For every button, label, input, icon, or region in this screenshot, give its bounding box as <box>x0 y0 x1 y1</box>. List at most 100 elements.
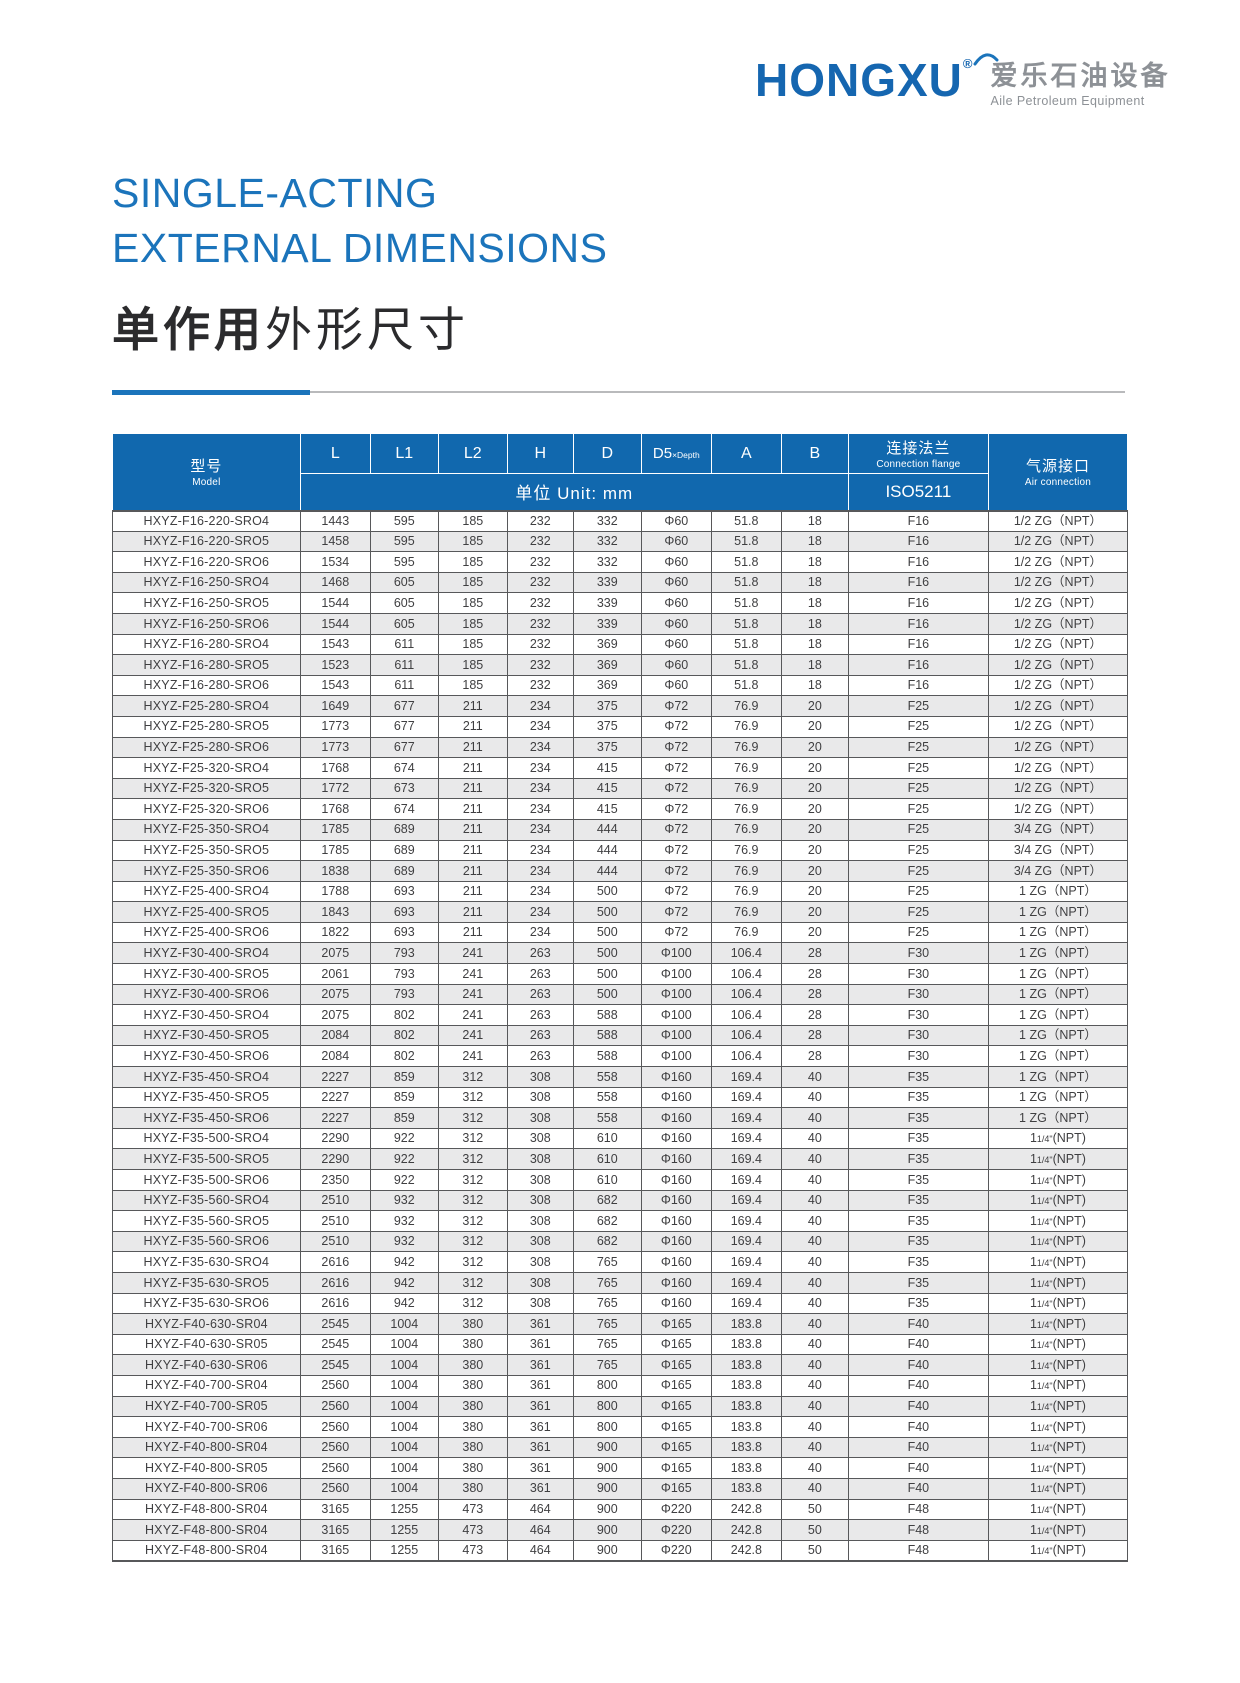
table-cell: F35 <box>847 1086 989 1109</box>
table-cell: 339 <box>572 571 642 594</box>
table-cell: 308 <box>506 1292 574 1315</box>
table-cell: 1 ZG（NPT） <box>987 942 1129 965</box>
table-cell: 500 <box>572 983 642 1006</box>
table-cell: 595 <box>369 509 439 532</box>
table-cell: 312 <box>437 1169 508 1191</box>
table-cell: 611 <box>369 633 439 656</box>
model-cell: HXYZ-F30-400-SRO5 <box>112 963 301 985</box>
table-row: HXYZ-F35-450-SRO5 2227 859 312 308 558 Φ160 169… <box>112 1086 1129 1109</box>
column-header-d: D <box>572 433 642 474</box>
table-row: HXYZ-F16-250-SRO6 1544 605 185 232 339 Φ60 51.8… <box>112 612 1129 635</box>
title-line1: SINGLE-ACTING <box>112 170 438 216</box>
fraction-text: 1/4" <box>1036 1360 1053 1371</box>
table-cell: 20 <box>780 695 849 717</box>
table-cell: 610 <box>572 1127 642 1150</box>
table-cell: 28 <box>780 963 849 985</box>
table-cell: 308 <box>506 1230 574 1253</box>
model-cell: HXYZ-F40-630-SR05 <box>112 1333 301 1356</box>
table-row: HXYZ-F35-450-SRO6 2227 859 312 308 558 Φ160 169… <box>112 1107 1129 1129</box>
column-header-l1: L1 <box>369 433 439 474</box>
table-cell: 40 <box>780 1292 849 1315</box>
table-row: HXYZ-F16-220-SRO6 1534 595 185 232 332 Φ60 51.8… <box>112 551 1129 573</box>
table-cell: 1543 <box>299 674 371 697</box>
table-cell: 361 <box>506 1477 574 1500</box>
table-cell: 1772 <box>299 777 371 800</box>
column-header-model: 型号 Model <box>112 433 301 511</box>
table-cell: Φ160 <box>640 1230 712 1253</box>
model-cell: HXYZ-F30-400-SRO4 <box>112 942 301 965</box>
table-cell: 677 <box>369 736 439 759</box>
table-cell: Φ220 <box>640 1519 712 1541</box>
table-cell: 588 <box>572 1024 642 1047</box>
logo-subtitle: 爱乐石油设备 Aile Petroleum Equipment <box>991 56 1171 107</box>
table-cell: 28 <box>780 983 849 1006</box>
table-cell: 40 <box>780 1271 849 1294</box>
table-cell: 339 <box>572 612 642 635</box>
table-cell: 473 <box>437 1519 508 1541</box>
table-cell: 11/4"(NPT) <box>987 1230 1129 1253</box>
table-cell: F25 <box>847 695 989 717</box>
model-cell: HXYZ-F48-800-SR04 <box>112 1539 301 1562</box>
table-cell: Φ100 <box>640 942 712 965</box>
table-cell: 308 <box>506 1189 574 1212</box>
table-cell: 2227 <box>299 1107 371 1129</box>
model-cell: HXYZ-F25-320-SRO4 <box>112 757 301 779</box>
table-cell: 922 <box>369 1148 439 1170</box>
table-cell: Φ160 <box>640 1107 712 1129</box>
table-cell: 106.4 <box>710 983 782 1006</box>
table-cell: Φ165 <box>640 1354 712 1376</box>
divider-blue-accent <box>112 390 310 396</box>
table-cell: 232 <box>506 530 574 553</box>
table-cell: 185 <box>437 571 508 594</box>
table-cell: 308 <box>506 1127 574 1150</box>
table-cell: 51.8 <box>710 654 782 676</box>
table-cell: 263 <box>506 1045 574 1068</box>
table-cell: 76.9 <box>710 757 782 779</box>
table-cell: 11/4"(NPT) <box>987 1271 1129 1294</box>
table-cell: 241 <box>437 942 508 965</box>
title-cn-rest: 外形尺寸 <box>265 303 469 357</box>
table-cell: 169.4 <box>710 1127 782 1150</box>
fraction-text: 1/4" <box>1036 1257 1053 1268</box>
table-cell: 1/2 ZG（NPT） <box>987 592 1129 614</box>
table-cell: 28 <box>780 1024 849 1047</box>
column-header-l2: L2 <box>437 433 508 474</box>
flange-standard-header: ISO5211 <box>847 473 989 511</box>
table-cell: 2075 <box>299 1004 371 1026</box>
table-cell: 859 <box>369 1086 439 1109</box>
table-cell: 211 <box>437 798 508 820</box>
model-cell: HXYZ-F35-560-SRO5 <box>112 1210 301 1232</box>
table-cell: F35 <box>847 1169 989 1191</box>
table-cell: 380 <box>437 1313 508 1335</box>
table-cell: 40 <box>780 1066 849 1088</box>
table-cell: 380 <box>437 1457 508 1479</box>
table-cell: 673 <box>369 777 439 800</box>
table-cell: 1255 <box>369 1519 439 1541</box>
table-cell: Φ72 <box>640 839 712 862</box>
table-cell: 682 <box>572 1189 642 1212</box>
table-cell: 380 <box>437 1395 508 1418</box>
table-row: HXYZ-F25-280-SRO4 1649 677 211 234 375 Φ72 76.9… <box>112 695 1129 717</box>
table-cell: Φ100 <box>640 983 712 1006</box>
table-cell: 605 <box>369 571 439 594</box>
table-cell: Φ165 <box>640 1457 712 1479</box>
table-cell: 11/4"(NPT) <box>987 1148 1129 1170</box>
table-cell: 234 <box>506 736 574 759</box>
table-cell: 76.9 <box>710 839 782 862</box>
table-cell: 1 ZG（NPT） <box>987 1107 1129 1129</box>
table-cell: 444 <box>572 839 642 862</box>
table-cell: 40 <box>780 1333 849 1356</box>
table-cell: F16 <box>847 633 989 656</box>
table-cell: 211 <box>437 777 508 800</box>
table-cell: 76.9 <box>710 860 782 882</box>
table-cell: 369 <box>572 633 642 656</box>
table-cell: 765 <box>572 1354 642 1376</box>
table-cell: 1 ZG（NPT） <box>987 963 1129 985</box>
table-cell: Φ165 <box>640 1395 712 1418</box>
fraction-text: 1/4" <box>1036 1402 1053 1413</box>
table-cell: 183.8 <box>710 1333 782 1356</box>
header-row-1: 型号 Model L L1 L2 H D D5×Depth A B 连接法兰 C… <box>112 433 1129 511</box>
table-cell: 1/2 ZG（NPT） <box>987 612 1129 635</box>
table-cell: 185 <box>437 551 508 573</box>
table-cell: 2560 <box>299 1374 371 1397</box>
